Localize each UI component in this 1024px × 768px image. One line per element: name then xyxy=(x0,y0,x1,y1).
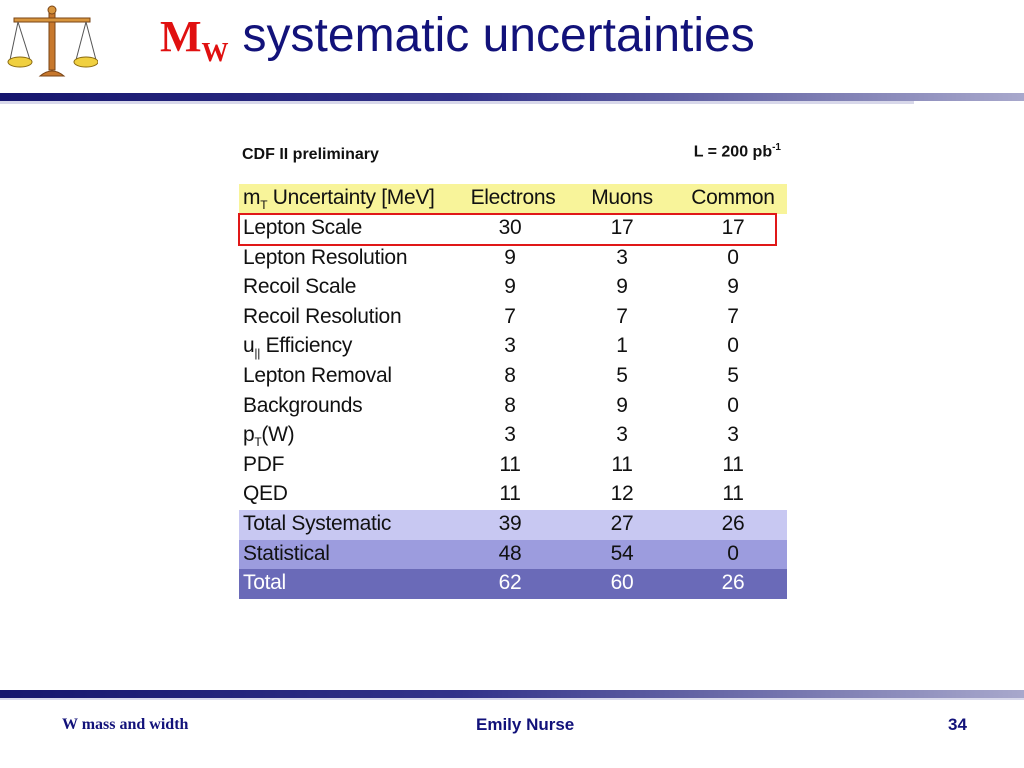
row-electrons: 62 xyxy=(498,571,522,595)
preliminary-note: CDF II preliminary xyxy=(242,146,379,163)
luminosity-note: L = 200 pb-1 xyxy=(694,142,781,161)
row-muons: 1 xyxy=(616,334,628,358)
table-row: Backgrounds 8 9 0 xyxy=(239,392,787,422)
row-label-text: Efficiency xyxy=(260,334,353,358)
table-row: Recoil Scale 9 9 9 xyxy=(239,273,787,303)
row-label: pT(W) xyxy=(243,423,295,450)
row-electrons: 30 xyxy=(498,216,522,239)
row-common: 3 xyxy=(727,423,739,447)
uncertainty-table: CDF II preliminary L = 200 pb-1 mT Uncer… xyxy=(239,138,787,599)
table-row: Lepton Resolution 9 3 0 xyxy=(239,244,787,274)
row-electrons: 9 xyxy=(504,275,516,299)
row-electrons: 48 xyxy=(498,541,522,565)
row-label: Recoil Scale xyxy=(243,275,357,299)
table-meta: CDF II preliminary L = 200 pb-1 xyxy=(239,138,787,184)
row-muons: 3 xyxy=(616,245,628,269)
row-electrons: 3 xyxy=(504,423,516,447)
row-label: Total xyxy=(243,571,286,595)
row-label-subscript: T xyxy=(254,435,262,450)
row-label-symbol: p xyxy=(243,423,255,447)
row-label: Total Systematic xyxy=(243,511,392,535)
row-common: 0 xyxy=(727,334,739,358)
row-label: u|| Efficiency xyxy=(243,334,352,360)
footer-talk-title: W mass and width xyxy=(62,716,189,733)
header-muons: Muons xyxy=(591,186,653,209)
row-muons: 9 xyxy=(616,393,628,417)
footer-divider xyxy=(0,690,1024,698)
page-number: 34 xyxy=(948,715,967,734)
row-label: Backgrounds xyxy=(243,393,363,417)
header-mt-symbol: m xyxy=(243,186,261,209)
row-muons: 5 xyxy=(616,363,628,387)
row-electrons: 7 xyxy=(504,304,516,328)
row-label-symbol: u xyxy=(243,334,255,358)
table-header-row: mT Uncertainty [MeV] Electrons Muons Com… xyxy=(239,184,787,214)
row-label: QED xyxy=(243,482,288,506)
table-row: Lepton Scale 30 17 17 xyxy=(239,214,787,244)
row-common: 0 xyxy=(727,541,739,565)
row-common: 17 xyxy=(721,216,745,239)
row-label: Lepton Scale xyxy=(243,216,362,239)
row-label: PDF xyxy=(243,452,285,476)
row-label-text: (W) xyxy=(261,423,295,447)
luminosity-value: L = 200 pb xyxy=(693,143,773,161)
row-label: Lepton Resolution xyxy=(243,245,408,269)
row-muons: 27 xyxy=(610,511,634,535)
row-muons: 60 xyxy=(610,571,634,595)
title-subscript: W xyxy=(201,37,229,67)
luminosity-exponent: -1 xyxy=(772,142,781,153)
scales-of-justice-icon xyxy=(7,5,98,77)
header-mt-subscript: T xyxy=(260,198,268,213)
row-electrons: 3 xyxy=(504,334,516,358)
row-label-subscript: || xyxy=(254,346,261,361)
title-symbol: M xyxy=(160,12,202,61)
row-common: 9 xyxy=(727,275,739,299)
row-muons: 12 xyxy=(610,482,634,506)
row-common: 0 xyxy=(727,245,739,269)
row-common: 11 xyxy=(722,482,744,506)
row-common: 5 xyxy=(727,363,739,387)
row-common: 11 xyxy=(722,452,744,476)
header-mt-label: Uncertainty [MeV] xyxy=(267,186,435,209)
row-label: Lepton Removal xyxy=(243,363,392,387)
header-uncertainty: mT Uncertainty [MeV] xyxy=(243,186,435,212)
table-row: Lepton Removal 8 5 5 xyxy=(239,362,787,392)
table-row: u|| Efficiency 3 1 0 xyxy=(239,332,787,362)
table-row: Recoil Resolution 7 7 7 xyxy=(239,303,787,333)
row-common: 26 xyxy=(721,511,745,535)
statistical-row: Statistical 48 54 0 xyxy=(239,539,787,570)
total-systematic-row: Total Systematic 39 27 26 xyxy=(239,509,787,540)
row-muons: 7 xyxy=(616,304,628,328)
row-electrons: 11 xyxy=(499,452,521,476)
table-row: pT(W) 3 3 3 xyxy=(239,421,787,451)
title-text: systematic uncertainties xyxy=(242,9,755,62)
table-row: PDF 11 11 11 xyxy=(239,451,787,481)
header-electrons: Electrons xyxy=(470,186,556,209)
lepton-scale-highlight xyxy=(238,213,777,246)
row-electrons: 8 xyxy=(504,363,516,387)
row-common: 7 xyxy=(727,304,739,328)
row-electrons: 8 xyxy=(504,393,516,417)
footer-author: Emily Nurse xyxy=(476,715,575,734)
table-row: QED 11 12 11 xyxy=(239,480,787,510)
row-electrons: 9 xyxy=(504,245,516,269)
row-muons: 3 xyxy=(616,423,628,447)
row-electrons: 39 xyxy=(498,511,522,535)
row-muons: 9 xyxy=(616,275,628,299)
header-divider xyxy=(0,93,1024,101)
row-common: 0 xyxy=(727,393,739,417)
total-row: Total 62 60 26 xyxy=(239,569,787,599)
row-muons: 17 xyxy=(610,216,634,239)
row-label: Statistical xyxy=(243,541,330,565)
header-divider-shadow xyxy=(0,101,914,104)
header-common: Common xyxy=(691,186,775,209)
row-common: 26 xyxy=(721,571,745,595)
row-muons: 54 xyxy=(610,541,634,565)
row-electrons: 11 xyxy=(499,482,521,506)
row-muons: 11 xyxy=(611,452,633,476)
footer-divider-shadow xyxy=(0,698,1024,700)
row-label: Recoil Resolution xyxy=(243,304,402,328)
